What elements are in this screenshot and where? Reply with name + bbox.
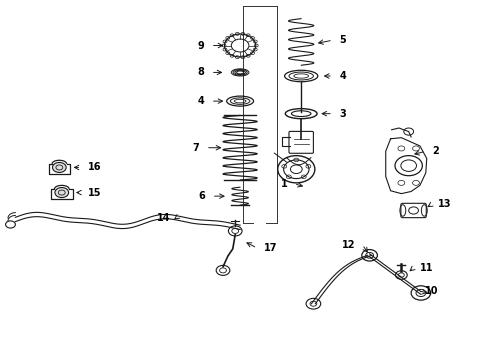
Text: 11: 11: [420, 263, 434, 273]
Text: 4: 4: [197, 96, 204, 106]
Text: 10: 10: [425, 286, 439, 296]
Text: 6: 6: [198, 191, 205, 201]
Text: 9: 9: [197, 41, 204, 50]
Circle shape: [52, 162, 66, 172]
Text: 2: 2: [432, 146, 439, 156]
Text: 17: 17: [264, 243, 277, 253]
Text: 4: 4: [339, 71, 346, 81]
Text: 5: 5: [339, 35, 346, 45]
Text: 15: 15: [88, 188, 101, 198]
Text: 13: 13: [438, 199, 451, 210]
Text: 3: 3: [339, 109, 346, 119]
Circle shape: [55, 188, 69, 198]
Text: 16: 16: [88, 162, 101, 172]
Text: 8: 8: [197, 67, 204, 77]
Text: 12: 12: [343, 239, 356, 249]
Text: 7: 7: [193, 143, 199, 153]
Text: 14: 14: [157, 213, 170, 222]
Text: 1: 1: [281, 179, 288, 189]
